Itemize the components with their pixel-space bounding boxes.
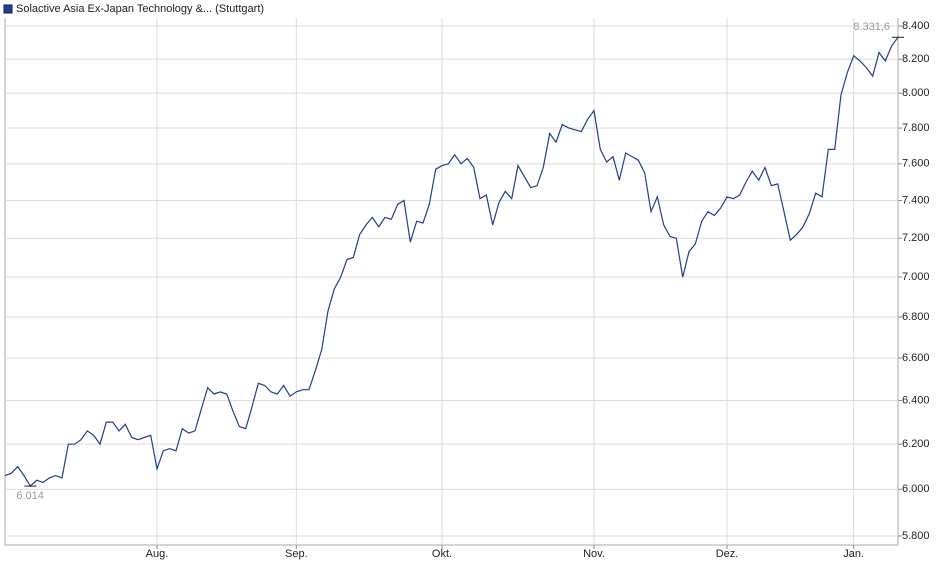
legend-label: Solactive Asia Ex-Japan Technology &... … [16,3,264,15]
max-label: 8.331,6 [853,21,890,33]
y-tick-label: 6.400 [902,394,930,406]
x-tick-label: Sep. [285,548,308,560]
y-tick-label: 6.200 [902,438,930,450]
y-tick-label: 8.200 [902,53,930,65]
y-tick-label: 6.800 [902,311,930,323]
y-tick-label: 8.400 [902,20,930,32]
x-tick-label: Aug. [146,548,169,560]
x-tick-label: Okt. [432,548,452,560]
y-tick-label: 7.200 [902,232,930,244]
y-tick-label: 7.400 [902,194,930,206]
x-tick-label: Nov. [583,548,605,560]
min-label: 6.014 [16,490,44,502]
y-tick-label: 7.800 [902,122,930,134]
x-tick-label: Dez. [716,548,739,560]
x-tick-label: Jan. [843,548,864,560]
y-tick-label: 7.000 [902,271,930,283]
y-tick-label: 6.000 [902,483,930,495]
y-tick-label: 5.800 [902,530,930,542]
y-tick-label: 7.600 [902,158,930,170]
y-tick-label: 8.000 [902,87,930,99]
y-tick-label: 6.600 [902,352,930,364]
legend-swatch [3,4,13,14]
price-line [4,36,899,488]
